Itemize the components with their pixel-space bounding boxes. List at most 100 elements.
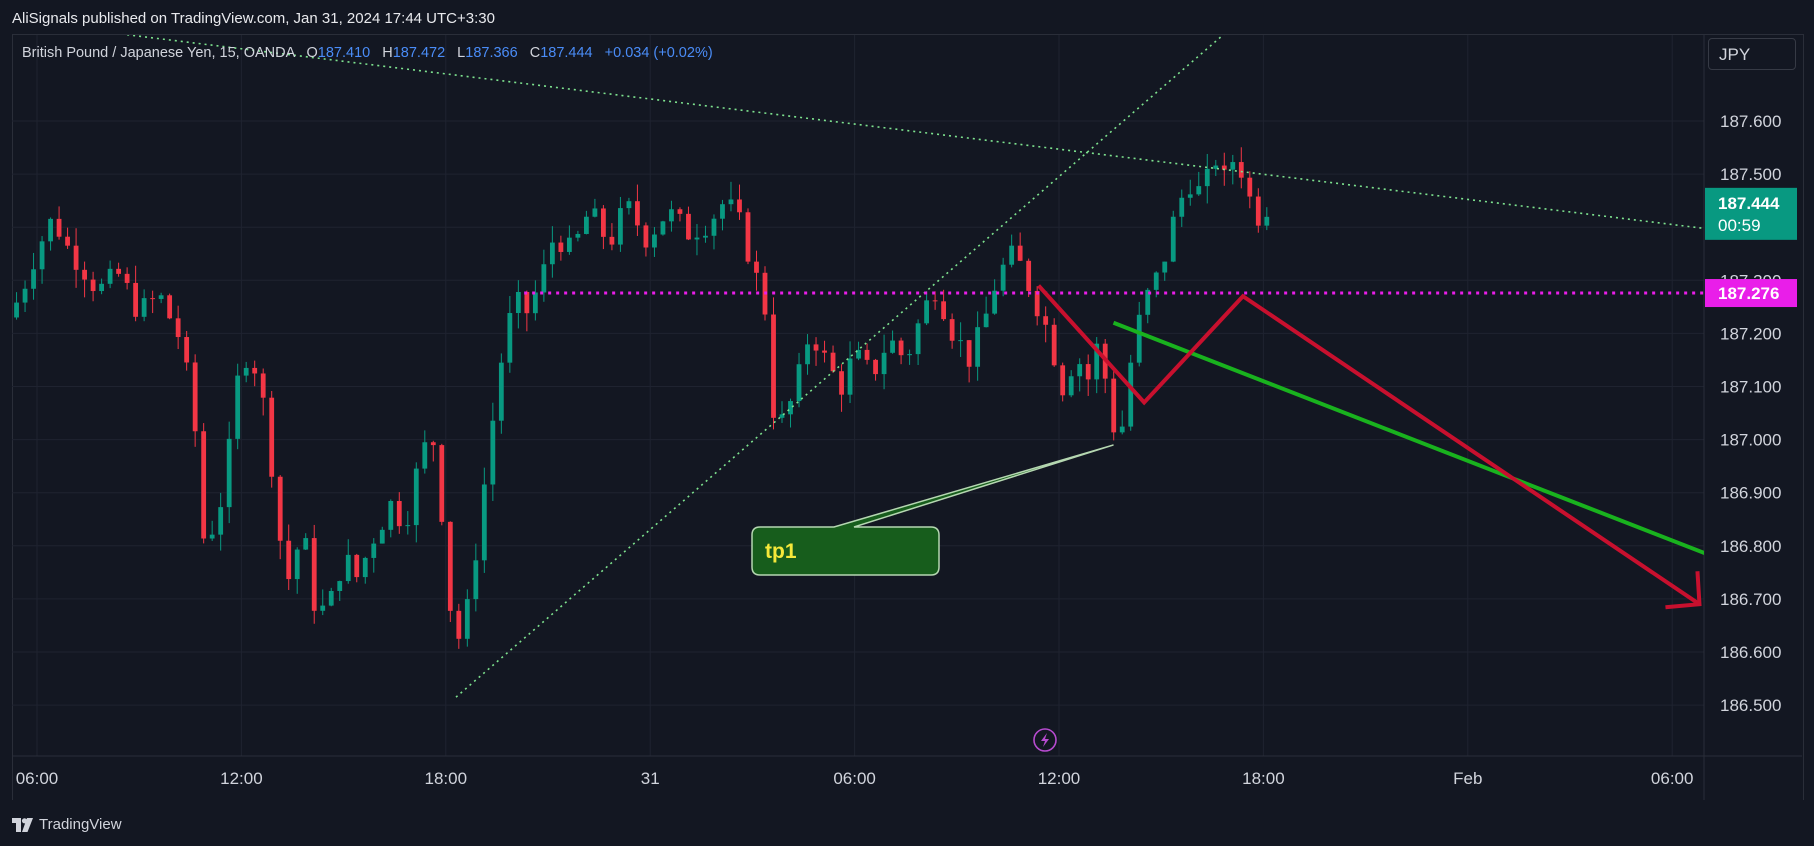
candle-body: [48, 218, 53, 242]
candle-body: [618, 208, 623, 245]
candle-body: [269, 397, 275, 477]
candle-body: [575, 233, 581, 238]
candle-body: [141, 298, 147, 317]
candle-body: [720, 204, 725, 219]
candle-body: [294, 549, 300, 580]
candle-body: [839, 371, 844, 395]
candle-body: [524, 291, 530, 314]
candle-body: [1026, 260, 1032, 291]
candle-body: [728, 199, 734, 205]
candle-body: [873, 359, 878, 375]
candle-body: [1153, 272, 1159, 290]
x-tick-label: 18:00: [1242, 769, 1285, 788]
symbol-legend: British Pound / Japanese Yen, 15, OANDA …: [22, 45, 721, 61]
candle-body: [277, 476, 283, 541]
candle-body: [498, 362, 504, 421]
high-label: H: [382, 45, 393, 61]
candle-body: [949, 319, 955, 341]
tp1-callout-label: tp1: [765, 540, 797, 563]
tradingview-label: TradingView: [39, 816, 122, 833]
candle-body: [635, 201, 640, 226]
candle-body: [1136, 314, 1142, 363]
candle-body: [337, 581, 343, 591]
x-tick-label: Feb: [1453, 769, 1482, 788]
candle-body: [328, 590, 334, 606]
current-price-label: 187.444: [1718, 194, 1780, 213]
publisher-text: AliSignals published on TradingView.com,…: [12, 10, 495, 27]
candle-body: [856, 349, 861, 359]
candle-body: [362, 557, 368, 578]
candle-body: [890, 340, 895, 353]
candle-body: [1179, 197, 1185, 217]
candle-body: [22, 288, 28, 303]
candle-body: [694, 237, 700, 240]
x-tick-label: 18:00: [425, 769, 468, 788]
currency-button[interactable]: JPY: [1708, 38, 1796, 70]
candle-body: [133, 282, 139, 317]
candle-body: [975, 327, 981, 367]
candle-body: [1000, 264, 1006, 291]
candle-body: [958, 340, 964, 342]
tp1-callout: [751, 444, 1114, 576]
trend-line: [455, 35, 1225, 698]
candle-body: [626, 201, 632, 209]
candle-body: [99, 283, 105, 292]
candle-body: [822, 350, 827, 353]
plot-area: tp1: [14, 35, 1704, 752]
candle-body: [992, 290, 998, 314]
candle-body: [660, 221, 666, 235]
candle-body: [592, 208, 598, 217]
symbol-name: British Pound / Japanese Yen, 15, OANDA: [22, 45, 295, 61]
candle-body: [1128, 362, 1134, 427]
candle-body: [14, 302, 19, 318]
candle-body: [754, 261, 759, 273]
candle-body: [1094, 343, 1100, 380]
lightning-bolt-icon: [1041, 733, 1049, 747]
candle-body: [345, 554, 351, 582]
candle-body: [1221, 165, 1227, 170]
y-tick-label: 186.500: [1720, 696, 1781, 715]
candle-body: [737, 199, 742, 213]
chart-frame[interactable]: [12, 34, 1804, 801]
candle-body: [252, 367, 258, 374]
candle-body: [788, 401, 793, 415]
candle-body: [532, 292, 538, 314]
candle-body: [473, 560, 479, 600]
candle-body: [82, 269, 87, 280]
y-tick-label: 186.700: [1720, 590, 1781, 609]
candle-body: [1213, 165, 1219, 169]
y-tick-label: 187.500: [1720, 165, 1781, 184]
x-tick-label: 06:00: [833, 769, 876, 788]
candle-body: [422, 442, 428, 469]
candle-body: [447, 521, 453, 611]
candle-body: [805, 344, 810, 365]
candle-body: [371, 543, 377, 558]
candle-body: [464, 599, 470, 639]
x-tick-label: 12:00: [220, 769, 263, 788]
candle-body: [1009, 245, 1015, 265]
candle-body: [813, 344, 819, 351]
y-tick-label: 186.600: [1720, 643, 1781, 662]
candle-body: [983, 313, 989, 328]
candle-body: [881, 352, 887, 375]
x-tick-label: 06:00: [1651, 769, 1694, 788]
candle-body: [643, 225, 649, 248]
candle-body: [65, 236, 70, 246]
green-projection-line: [1112, 320, 1704, 556]
candle-body: [915, 323, 921, 355]
candle-body: [1068, 376, 1074, 396]
tradingview-branding[interactable]: TradingView: [12, 816, 122, 833]
tradingview-logo-icon: [12, 817, 33, 832]
candle-body: [1170, 216, 1176, 262]
candle-body: [1017, 245, 1023, 261]
y-tick-label: 187.200: [1720, 324, 1781, 343]
candle-body: [677, 209, 683, 214]
candle-body: [1187, 194, 1193, 198]
candle-body: [779, 414, 785, 418]
candle-body: [932, 300, 938, 302]
candle-body: [73, 245, 79, 270]
low-value: 187.366: [465, 45, 518, 61]
candle-body: [167, 295, 173, 319]
candle-body: [1043, 316, 1049, 325]
